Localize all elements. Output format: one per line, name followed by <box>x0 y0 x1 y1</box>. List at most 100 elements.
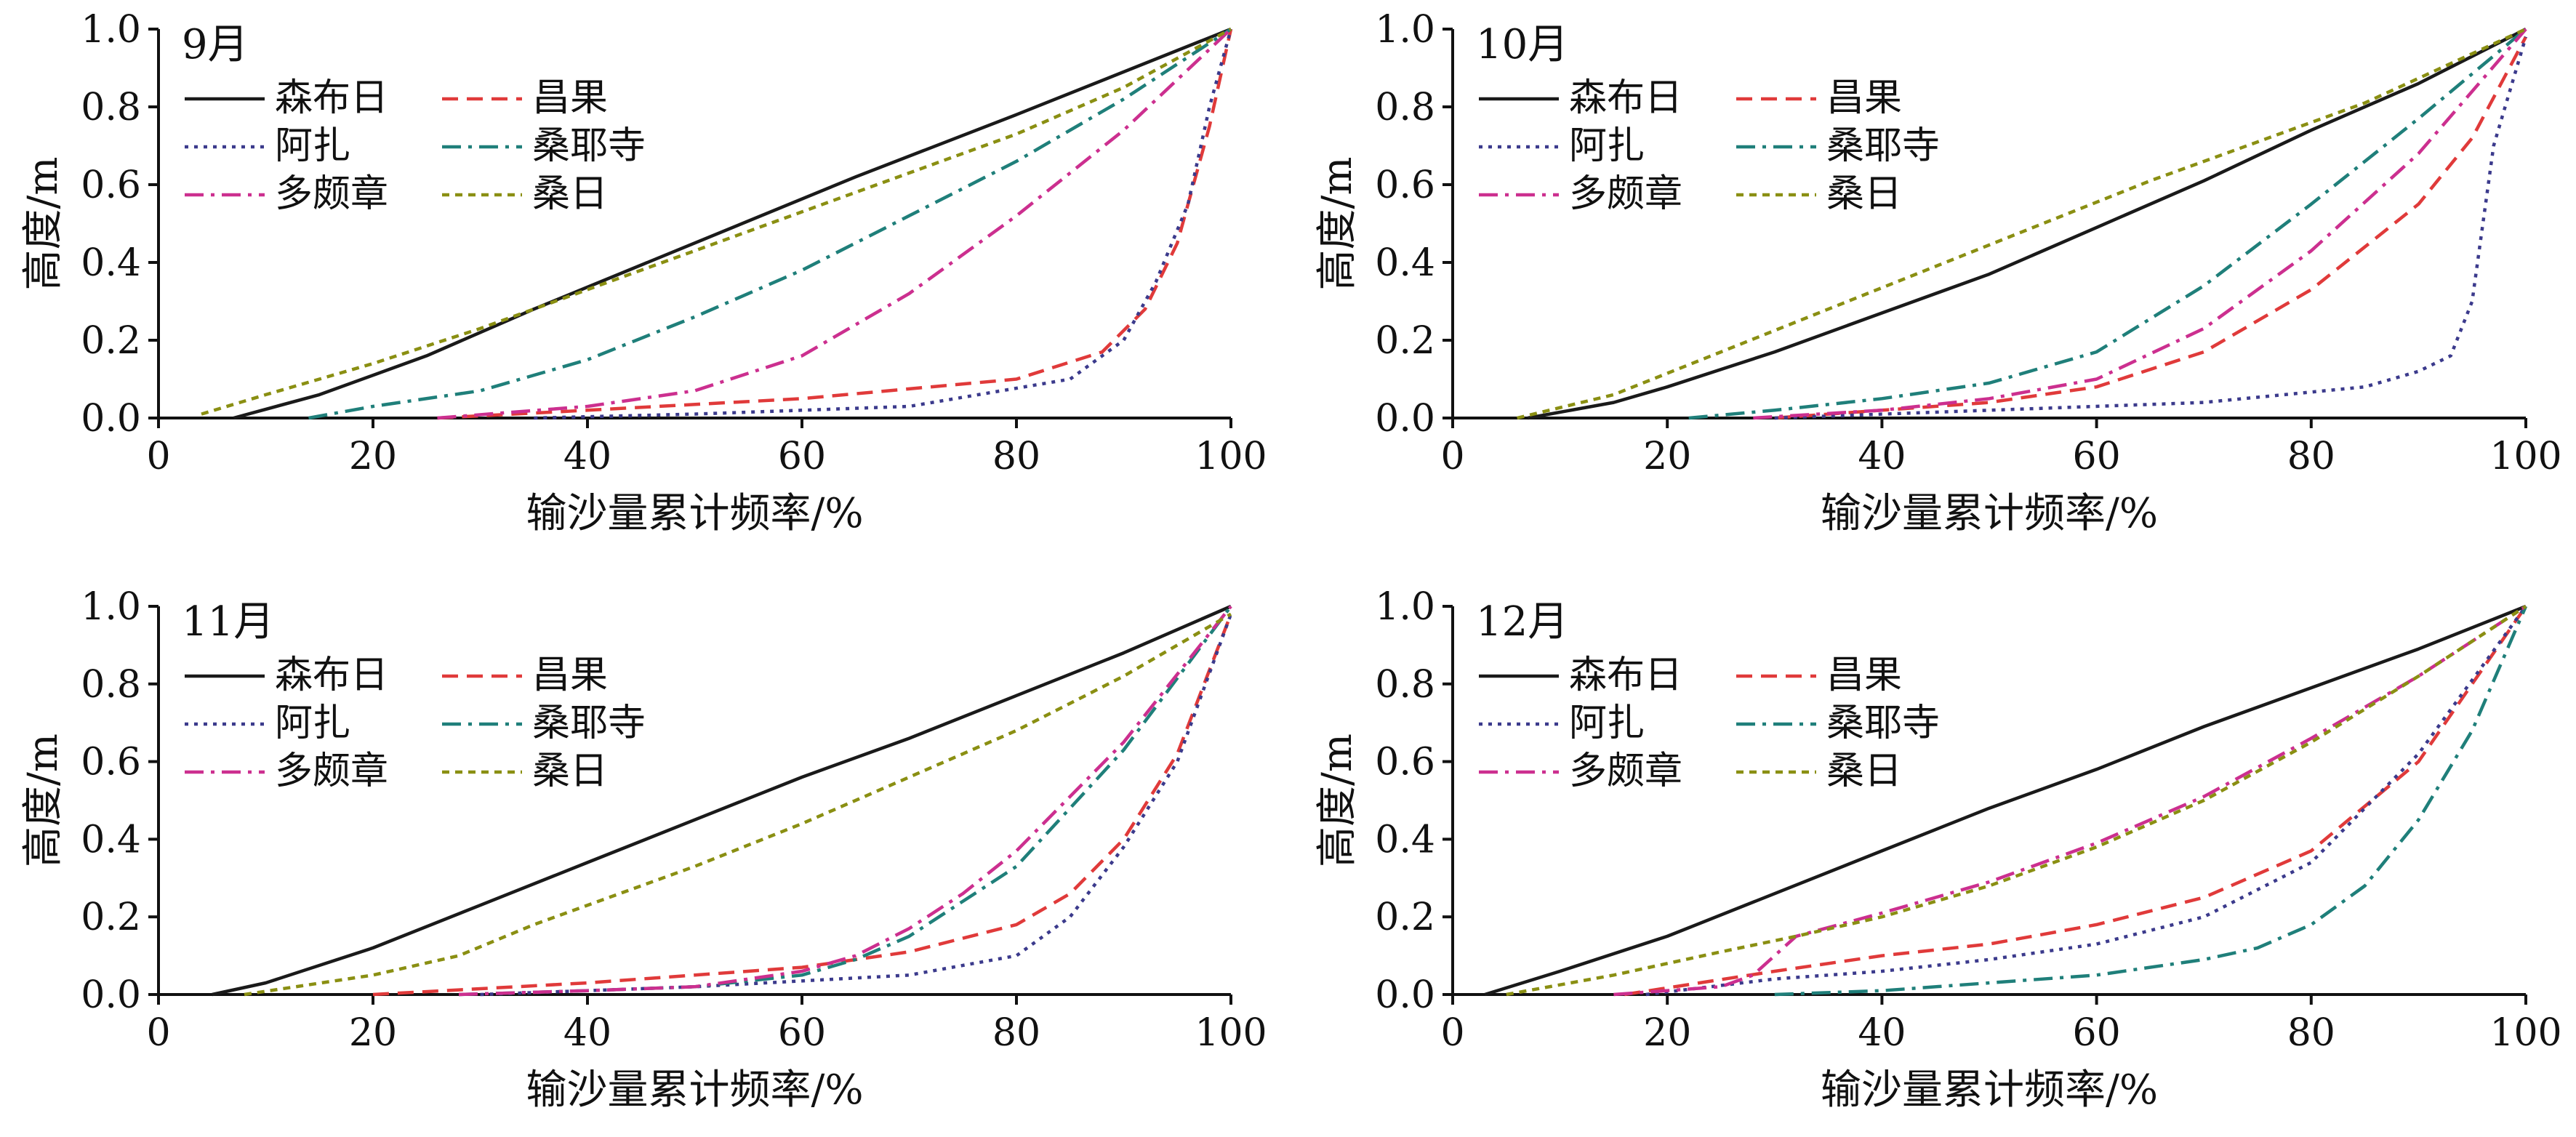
series-line-6 <box>1506 605 2527 997</box>
y-tick-label: 0.6 <box>1375 164 1435 207</box>
legend-item: 昌果 <box>442 654 608 697</box>
legend-item: 桑日 <box>442 750 608 793</box>
x-tick-label: 20 <box>1643 1011 1691 1055</box>
x-tick-label: 100 <box>1195 435 1267 478</box>
legend-item: 桑耶寺 <box>1736 124 1940 168</box>
x-axis-title: 输沙量累计频率/% <box>1821 1066 2158 1114</box>
y-tick-label: 0.4 <box>1375 241 1435 285</box>
y-tick-label: 0.4 <box>81 818 141 861</box>
x-tick-label: 40 <box>563 435 611 478</box>
panel-label: 9月 <box>182 21 249 68</box>
legend-item: 桑耶寺 <box>442 124 646 168</box>
x-tick-label: 80 <box>2287 435 2335 478</box>
x-tick-label: 60 <box>2073 435 2121 478</box>
legend-item: 桑耶寺 <box>1736 702 1940 745</box>
y-tick-label: 0.8 <box>1375 663 1435 707</box>
y-tick-label: 0.2 <box>81 319 141 363</box>
legend-item: 昌果 <box>1736 76 1902 120</box>
legend-item: 昌果 <box>1736 654 1902 697</box>
chart-panel-4: 0 20 40 60 80 100 0.0 0.2 0.4 0.6 0.8 1.0 输沙量累计频率/% 高… <box>1314 585 2562 1114</box>
legend-item: 阿扎 <box>185 702 350 745</box>
x-axis-title: 输沙量累计频率/% <box>1821 490 2158 537</box>
legend-item: 桑日 <box>442 172 608 216</box>
legend-item: 森布日 <box>1479 654 1682 697</box>
legend-item: 桑日 <box>1736 750 1902 793</box>
x-tick-label: 0 <box>146 435 170 478</box>
y-tick-label: 1.0 <box>81 8 141 52</box>
y-tick-label: 0.0 <box>81 397 141 441</box>
legend-label: 阿扎 <box>1569 124 1645 168</box>
x-tick-label: 40 <box>1858 435 1906 478</box>
x-tick-label: 100 <box>1195 1011 1267 1055</box>
chart-panel-1: 0 20 40 60 80 100 0.0 0.2 0.4 0.6 0.8 1.0 输沙量累计频率/% 高… <box>20 8 1267 537</box>
series-line-4 <box>1688 28 2527 420</box>
x-tick-label: 20 <box>349 435 397 478</box>
series-line-1 <box>1484 604 2527 997</box>
legend-label: 桑耶寺 <box>532 124 646 168</box>
series-line-2 <box>1624 605 2527 997</box>
legend-label: 多颇章 <box>1569 172 1682 216</box>
x-tick-label: 20 <box>349 1011 397 1055</box>
x-axis-title: 输沙量累计频率/% <box>526 1066 863 1114</box>
y-tick-label: 0.6 <box>1375 741 1435 784</box>
series-line-2 <box>1774 36 2527 420</box>
x-tick-label: 20 <box>1643 435 1691 478</box>
y-axis-title: 高度/m <box>1314 734 1361 867</box>
y-tick-label: 0.0 <box>81 973 141 1017</box>
legend-item: 昌果 <box>442 76 608 120</box>
legend-item: 多颇章 <box>1479 750 1682 793</box>
legend-item: 森布日 <box>185 654 388 697</box>
legend-item: 桑日 <box>1736 172 1902 216</box>
x-tick-label: 60 <box>2073 1011 2121 1055</box>
y-tick-label: 0.2 <box>1375 896 1435 939</box>
x-axis-title: 输沙量累计频率/% <box>526 490 863 537</box>
y-tick-label: 0.2 <box>1375 319 1435 363</box>
series-line-3 <box>1645 605 2527 997</box>
y-tick-label: 0.8 <box>81 663 141 707</box>
x-tick-label: 60 <box>778 435 826 478</box>
legend-item: 阿扎 <box>185 124 350 168</box>
y-tick-label: 0.4 <box>81 241 141 285</box>
y-tick-label: 0.0 <box>1375 973 1435 1017</box>
x-tick-label: 80 <box>992 435 1040 478</box>
series-line-2 <box>372 613 1233 997</box>
y-tick-label: 0.4 <box>1375 818 1435 861</box>
y-tick-label: 0.8 <box>81 86 141 129</box>
legend-item: 桑耶寺 <box>442 702 646 745</box>
legend-item: 多颇章 <box>185 172 388 216</box>
series-line-1 <box>233 27 1232 420</box>
legend-label: 昌果 <box>532 654 608 697</box>
legend-label: 桑日 <box>532 172 608 216</box>
series-line-3 <box>534 28 1233 420</box>
legend-label: 多颇章 <box>275 172 388 216</box>
series-line-5 <box>1753 28 2527 420</box>
x-tick-label: 40 <box>563 1011 611 1055</box>
legend-item: 森布日 <box>1479 76 1682 120</box>
y-tick-label: 1.0 <box>1375 585 1435 629</box>
y-tick-label: 1.0 <box>81 585 141 629</box>
y-tick-label: 1.0 <box>1375 8 1435 52</box>
legend-label: 桑日 <box>1826 750 1902 793</box>
x-tick-label: 100 <box>2489 435 2561 478</box>
series-line-6 <box>244 612 1232 997</box>
legend-label: 多颇章 <box>1569 750 1682 793</box>
legend-item: 阿扎 <box>1479 702 1645 745</box>
chart-panel-3: 0 20 40 60 80 100 0.0 0.2 0.4 0.6 0.8 1.0 输沙量累计频率/% 高… <box>20 585 1267 1114</box>
series-line-1 <box>212 604 1232 997</box>
series-line-6 <box>1517 27 2527 420</box>
legend-label: 昌果 <box>532 76 608 120</box>
series-line-5 <box>458 605 1232 997</box>
legend-item: 多颇章 <box>1479 172 1682 216</box>
panel-label: 11月 <box>182 598 274 646</box>
series-line-4 <box>1774 606 2528 997</box>
legend-item: 阿扎 <box>1479 124 1645 168</box>
legend-label: 阿扎 <box>1569 702 1645 745</box>
legend-label: 森布日 <box>275 76 388 120</box>
legend-item: 多颇章 <box>185 750 388 793</box>
y-tick-label: 0.8 <box>1375 86 1435 129</box>
legend-label: 森布日 <box>275 654 388 697</box>
y-axis-title: 高度/m <box>20 157 67 291</box>
panel-label: 12月 <box>1476 598 1568 646</box>
y-axis-title: 高度/m <box>20 734 67 867</box>
